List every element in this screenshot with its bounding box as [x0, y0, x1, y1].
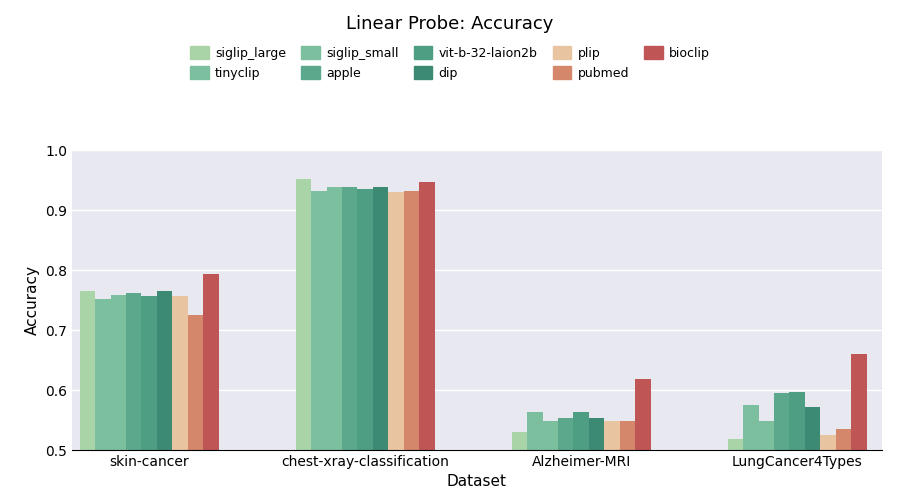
Bar [172, 296, 188, 500]
Bar [141, 296, 157, 500]
Bar [111, 295, 126, 500]
Bar [95, 299, 111, 500]
Bar [759, 421, 774, 500]
Bar [820, 435, 836, 500]
Bar [635, 379, 651, 500]
Bar [805, 407, 820, 500]
Bar [188, 315, 203, 500]
Bar [157, 291, 172, 500]
Bar [126, 294, 141, 500]
Bar [512, 432, 527, 500]
Bar [789, 392, 805, 500]
Bar [357, 189, 373, 500]
Bar [527, 412, 543, 500]
Bar [620, 421, 635, 500]
Legend: siglip_large, tinyclip, siglip_small, apple, vit-b-32-laion2b, dip, plip, pubmed: siglip_large, tinyclip, siglip_small, ap… [190, 46, 710, 80]
Bar [80, 291, 95, 500]
Bar [342, 186, 357, 500]
Bar [743, 405, 759, 500]
Bar [203, 274, 219, 500]
Bar [851, 354, 867, 500]
Bar [836, 429, 851, 500]
Bar [589, 418, 604, 500]
Bar [543, 421, 558, 500]
Bar [388, 192, 404, 500]
Bar [774, 393, 789, 500]
Bar [728, 439, 743, 500]
Bar [404, 192, 419, 500]
Bar [573, 412, 589, 500]
X-axis label: Dataset: Dataset [447, 474, 507, 490]
Bar [311, 191, 327, 500]
Y-axis label: Accuracy: Accuracy [24, 265, 40, 335]
Bar [558, 418, 573, 500]
Text: Linear Probe: Accuracy: Linear Probe: Accuracy [346, 15, 554, 33]
Bar [373, 187, 388, 500]
Bar [327, 187, 342, 500]
Bar [296, 180, 311, 500]
Bar [604, 421, 620, 500]
Bar [419, 182, 435, 500]
